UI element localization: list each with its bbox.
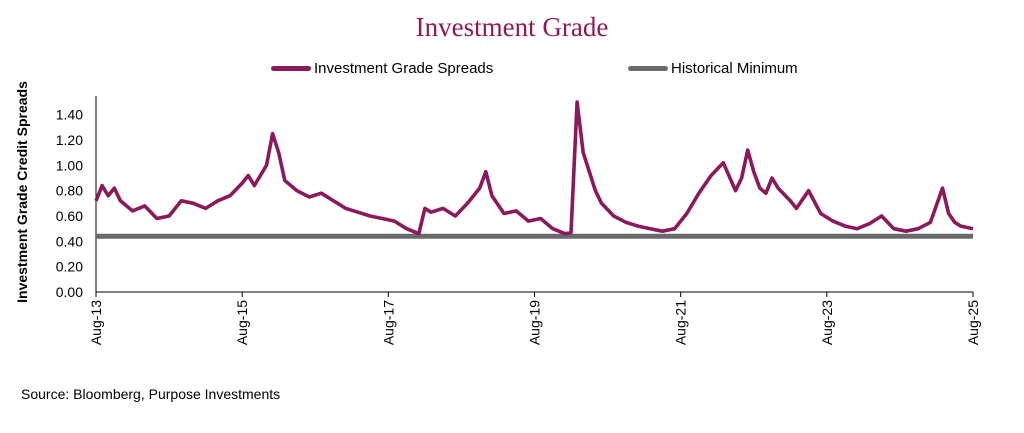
legend: Investment Grade Spreads Historical Mini… [0, 60, 1024, 82]
x-tick-label: Aug-23 [819, 300, 835, 345]
x-tick-label: Aug-21 [673, 300, 689, 345]
y-tick-label: 1.00 [56, 157, 83, 173]
y-axis-title: Investment Grade Credit Spreads [14, 81, 30, 303]
x-axis: Aug-13 Aug-15 Aug-17 Aug-19 Aug-21 Aug-23 Aug-… [88, 291, 981, 345]
y-tick-label: 0.00 [56, 284, 83, 300]
x-tick-label: Aug-19 [527, 300, 543, 345]
legend-swatch-investment-grade-spreads [271, 66, 311, 71]
legend-swatch-historical-minimum [628, 66, 668, 71]
series-layer [94, 100, 974, 239]
x-tick-label: Aug-13 [88, 300, 104, 345]
x-tick-label: Aug-25 [965, 300, 981, 345]
y-tick-label: 0.60 [56, 208, 83, 224]
y-tick-label: 1.20 [56, 132, 83, 148]
series-line-investment-grade-spreads [94, 100, 974, 236]
x-tick-label: Aug-17 [380, 300, 396, 345]
x-tick-label: Aug-15 [234, 300, 250, 345]
legend-label-investment-grade-spreads: Investment Grade Spreads [314, 60, 494, 77]
chart-title: Investment Grade [415, 12, 609, 42]
y-tick-label: 0.40 [56, 233, 83, 249]
y-axis-title-group: Investment Grade Credit Spreads [14, 81, 30, 303]
y-axis: 0.00 0.20 0.40 0.60 0.80 1.00 1.20 1.40 [56, 96, 97, 300]
source-note: Source: Bloomberg, Purpose Investments [21, 386, 281, 402]
y-tick-label: 0.20 [56, 259, 83, 275]
y-tick-label: 1.40 [56, 107, 83, 123]
y-tick-label: 0.80 [56, 183, 83, 199]
legend-label-historical-minimum: Historical Minimum [671, 60, 798, 77]
legend-item-historical-minimum: Historical Minimum [628, 60, 798, 77]
legend-item-investment-grade-spreads: Investment Grade Spreads [271, 60, 493, 77]
